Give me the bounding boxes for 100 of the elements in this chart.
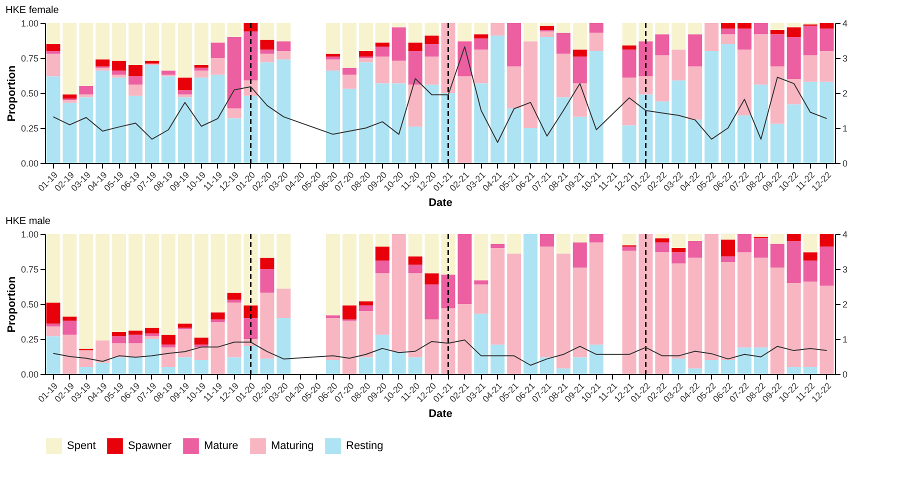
- bar: [770, 124, 784, 163]
- bar: [194, 360, 208, 374]
- bar: [112, 70, 126, 75]
- bar: [441, 23, 456, 93]
- legend-label: Spent: [67, 440, 96, 452]
- bar: [540, 31, 554, 37]
- bar: [244, 234, 258, 306]
- bar: [144, 328, 159, 334]
- bar: [638, 94, 653, 163]
- bar: [786, 367, 801, 374]
- bar: [260, 62, 274, 163]
- bar: [194, 338, 208, 345]
- bar: [358, 234, 373, 302]
- bar: [392, 60, 406, 84]
- bar: [474, 23, 488, 34]
- bar: [128, 334, 143, 344]
- bar: [194, 23, 208, 65]
- bar: [79, 86, 94, 94]
- bar: [721, 256, 736, 262]
- bar: [803, 252, 818, 261]
- bar: [638, 23, 653, 42]
- bar: [572, 50, 587, 57]
- bar: [375, 46, 390, 57]
- y2-tick-label: 1: [842, 124, 848, 134]
- bar: [704, 23, 719, 51]
- bar: [128, 330, 143, 335]
- bar: [572, 242, 587, 268]
- bar: [244, 23, 258, 32]
- y-axis-title: Proportion: [6, 276, 18, 333]
- bar: [622, 23, 636, 46]
- bar: [227, 37, 242, 108]
- bar: [424, 273, 439, 284]
- bar: [96, 59, 110, 66]
- bar: [622, 50, 636, 78]
- bar: [721, 34, 736, 44]
- bar: [358, 23, 373, 51]
- bar: [79, 367, 94, 374]
- bar: [820, 286, 834, 374]
- bar: [227, 292, 242, 300]
- chart-title: HKE male: [5, 216, 51, 227]
- bar: [408, 264, 422, 274]
- bar: [62, 334, 77, 374]
- bar: [424, 44, 439, 57]
- bar: [62, 94, 77, 99]
- bar: [161, 76, 176, 163]
- bar: [458, 41, 472, 76]
- bar: [688, 120, 702, 163]
- bar: [474, 38, 488, 50]
- bar: [194, 78, 208, 163]
- bar: [326, 59, 340, 71]
- bar: [655, 101, 670, 163]
- bar: [820, 23, 834, 29]
- bar: [96, 234, 110, 340]
- bar: [754, 238, 768, 258]
- bar: [672, 248, 686, 252]
- bar: [572, 268, 587, 358]
- bar: [112, 78, 126, 163]
- bar: [770, 30, 784, 34]
- bar: [46, 76, 60, 163]
- bar: [688, 66, 702, 120]
- bar: [424, 234, 439, 274]
- bar: [128, 234, 143, 331]
- bar: [655, 242, 670, 252]
- bar: [507, 254, 522, 374]
- bar: [326, 56, 340, 60]
- bar: [408, 126, 422, 163]
- bar: [490, 244, 505, 248]
- bar: [227, 357, 242, 374]
- bar: [556, 234, 570, 254]
- bar: [770, 34, 784, 66]
- y-tick-label: 0.75: [20, 54, 38, 64]
- bar: [62, 316, 77, 321]
- bar: [326, 315, 340, 318]
- bar: [260, 358, 274, 374]
- y-axis-title: Proportion: [6, 65, 18, 122]
- bar: [46, 51, 60, 54]
- bar: [655, 34, 670, 56]
- bar: [770, 234, 784, 244]
- bar: [490, 248, 505, 345]
- bar: [458, 234, 472, 304]
- bar: [688, 234, 702, 241]
- bar: [128, 65, 143, 76]
- bar: [572, 234, 587, 242]
- bar: [178, 23, 192, 78]
- bar: [721, 28, 736, 34]
- bar: [342, 88, 356, 163]
- bar: [622, 246, 636, 251]
- bar: [803, 282, 818, 367]
- y2-tick-label: 2: [842, 88, 848, 98]
- bar: [161, 334, 176, 345]
- bar: [244, 31, 258, 80]
- bar: [408, 256, 422, 265]
- bar: [424, 319, 439, 374]
- bar: [392, 352, 406, 374]
- bar: [803, 82, 818, 163]
- y-tick-label: 0.50: [20, 300, 38, 310]
- bar: [572, 56, 587, 84]
- bar: [589, 242, 604, 345]
- bar: [375, 273, 390, 335]
- y-tick-label: 0.00: [20, 370, 38, 380]
